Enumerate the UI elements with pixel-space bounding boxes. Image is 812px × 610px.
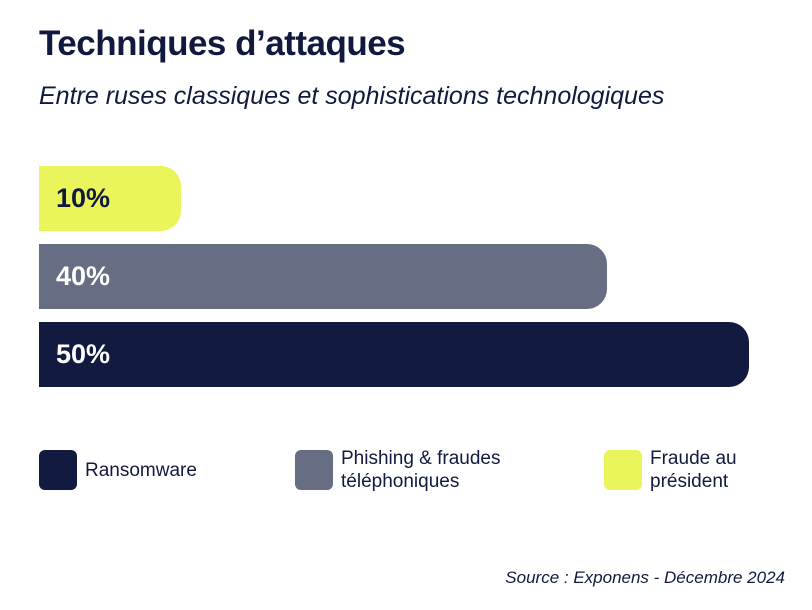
- bar-area: 10% 40% 50%: [39, 166, 759, 390]
- legend-label-line: Phishing & fraudes: [341, 448, 501, 469]
- source-note: Source : Exponens - Décembre 2024: [505, 568, 785, 587]
- legend-label-fraude: Fraude au président: [650, 447, 737, 493]
- legend-label-line: téléphoniques: [341, 471, 460, 492]
- bar-value-label: 10%: [56, 183, 111, 213]
- legend: Ransomware Phishing & fraudes téléphoniq…: [39, 446, 779, 496]
- chart-subtitle: Entre ruses classiques et sophistication…: [39, 82, 665, 110]
- legend-item-ransomware: Ransomware: [39, 446, 197, 494]
- bar-ransomware: 50%: [39, 322, 749, 387]
- legend-item-phishing: Phishing & fraudes téléphoniques: [295, 446, 501, 494]
- legend-label-line: Ransomware: [85, 459, 197, 481]
- bar-value-label: 50%: [56, 339, 111, 369]
- legend-swatch-phishing: [295, 450, 333, 490]
- bar-value-label: 40%: [56, 261, 111, 291]
- legend-label-ransomware: Ransomware: [85, 459, 197, 482]
- bar-fraude: 10%: [39, 166, 181, 231]
- legend-label-line: président: [650, 471, 729, 492]
- legend-swatch-ransomware: [39, 450, 77, 490]
- chart-title: Techniques d’attaques: [39, 24, 406, 63]
- legend-label-phishing: Phishing & fraudes téléphoniques: [341, 447, 501, 493]
- legend-item-fraude: Fraude au président: [604, 446, 737, 494]
- legend-label-line: Fraude au: [650, 448, 737, 469]
- bar-phishing: 40%: [39, 244, 607, 309]
- legend-swatch-fraude: [604, 450, 642, 490]
